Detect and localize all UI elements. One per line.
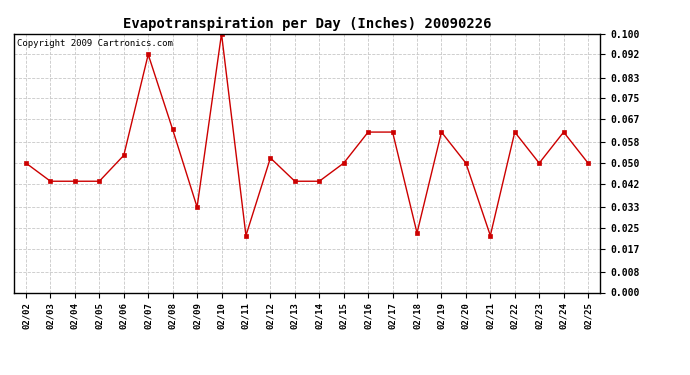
Title: Evapotranspiration per Day (Inches) 20090226: Evapotranspiration per Day (Inches) 2009… bbox=[123, 17, 491, 31]
Text: Copyright 2009 Cartronics.com: Copyright 2009 Cartronics.com bbox=[17, 39, 172, 48]
